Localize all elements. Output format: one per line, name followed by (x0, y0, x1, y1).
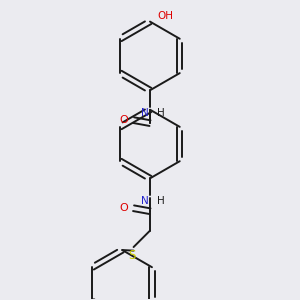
Text: OH: OH (158, 11, 173, 21)
Text: O: O (119, 115, 128, 125)
Text: S: S (128, 248, 136, 262)
Text: N: N (141, 108, 148, 118)
Text: N: N (141, 196, 148, 206)
Text: H: H (158, 196, 165, 206)
Text: H: H (158, 108, 165, 118)
Text: O: O (119, 203, 128, 213)
